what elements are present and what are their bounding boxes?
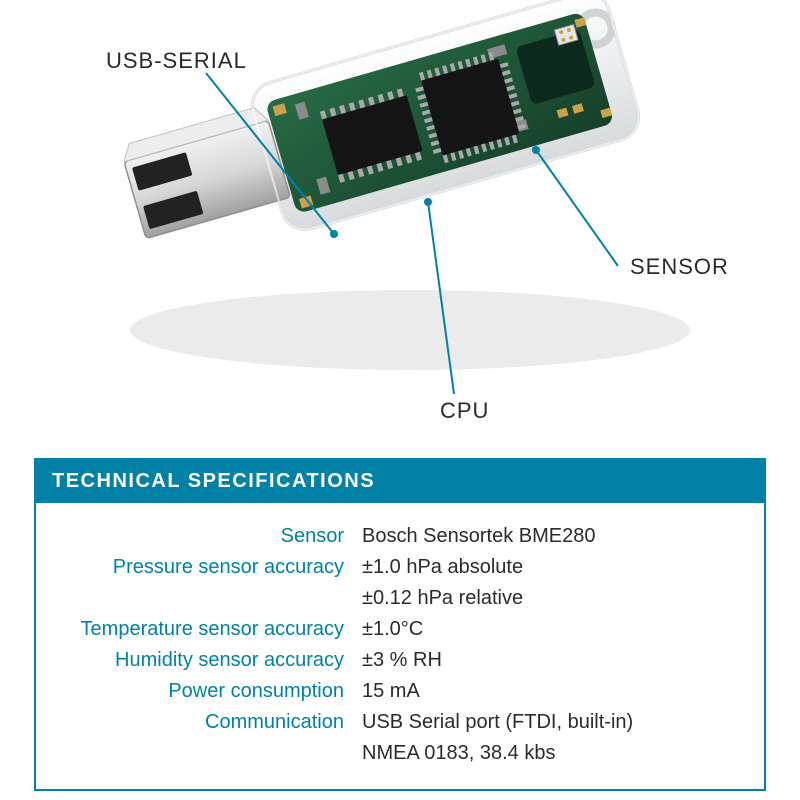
spec-row: Pressure sensor accuracy±1.0 hPa absolut… bbox=[36, 556, 764, 579]
spec-row: NMEA 0183, 38.4 kbs bbox=[36, 742, 764, 765]
spec-row: Power consumption15 mA bbox=[36, 680, 764, 703]
spec-label: Humidity sensor accuracy bbox=[36, 649, 362, 672]
spec-row: ±0.12 hPa relative bbox=[36, 587, 764, 610]
spec-value: ±1.0°C bbox=[362, 618, 423, 641]
spec-value: Bosch Sensortek BME280 bbox=[362, 525, 595, 548]
spec-label: Power consumption bbox=[36, 680, 362, 703]
spec-label: Communication bbox=[36, 711, 362, 734]
spec-table: TECHNICAL SPECIFICATIONS SensorBosch Sen… bbox=[34, 458, 766, 791]
spec-table-title: TECHNICAL SPECIFICATIONS bbox=[36, 460, 764, 503]
spec-row: Temperature sensor accuracy±1.0°C bbox=[36, 618, 764, 641]
spec-label: Pressure sensor accuracy bbox=[36, 556, 362, 579]
spec-label: Sensor bbox=[36, 525, 362, 548]
callout-sensor: SENSOR bbox=[630, 254, 729, 280]
spec-value: NMEA 0183, 38.4 kbs bbox=[362, 742, 555, 765]
callout-cpu: CPU bbox=[440, 398, 489, 424]
spec-label: Temperature sensor accuracy bbox=[36, 618, 362, 641]
spec-row: Humidity sensor accuracy±3 % RH bbox=[36, 649, 764, 672]
spec-value: ±1.0 hPa absolute bbox=[362, 556, 523, 579]
spec-value: USB Serial port (FTDI, built-in) bbox=[362, 711, 633, 734]
spec-value: ±0.12 hPa relative bbox=[362, 587, 523, 610]
spec-value: 15 mA bbox=[362, 680, 420, 703]
spec-row: SensorBosch Sensortek BME280 bbox=[36, 525, 764, 548]
callout-usb-serial: USB-SERIAL bbox=[106, 48, 247, 74]
spec-row: CommunicationUSB Serial port (FTDI, buil… bbox=[36, 711, 764, 734]
spec-value: ±3 % RH bbox=[362, 649, 442, 672]
